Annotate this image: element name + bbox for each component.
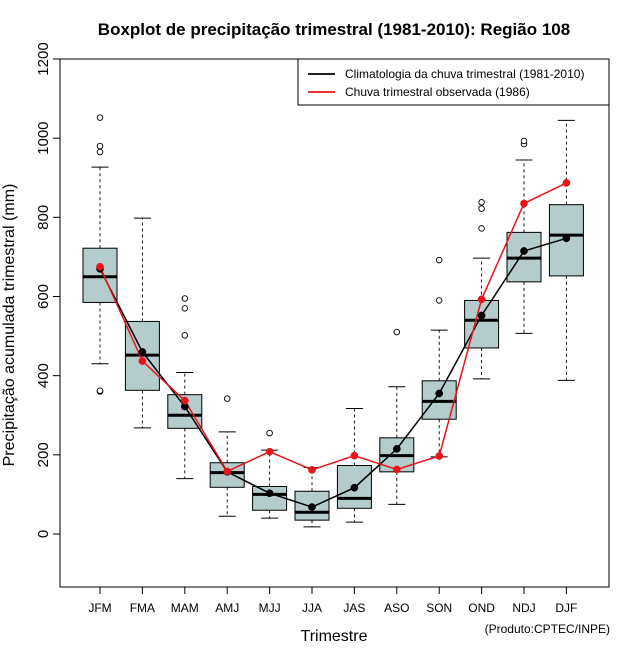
observed-point (96, 263, 103, 270)
climatology-point (563, 235, 570, 242)
x-tick-label: AMJ (215, 601, 239, 615)
climatology-point (139, 348, 146, 355)
plot-area: 0 200 400 600 800 1000 1200 JFM FMA MAM AMJ MJJ JJA J… (35, 42, 609, 615)
x-axis-label: Trimestre (301, 628, 368, 645)
climatology-point (393, 445, 400, 452)
observed-point (393, 466, 400, 473)
outlier-point (97, 115, 103, 121)
observed-point (308, 466, 315, 473)
observed-point (266, 448, 273, 455)
outlier-point (182, 332, 188, 338)
x-tick-label: MJJ (259, 601, 281, 615)
legend-label-observed: Chuva trimestral observada (1986) (345, 85, 530, 99)
y-tick-label: 800 (35, 205, 52, 230)
y-tick-label: 400 (35, 363, 52, 388)
observed-point (563, 179, 570, 186)
outlier-point (97, 143, 103, 149)
outlier-point (267, 430, 273, 436)
outlier-point (97, 388, 103, 394)
x-tick-label: MAM (171, 601, 199, 615)
x-tick-label: JJA (302, 601, 322, 615)
climatology-point (266, 490, 273, 497)
y-tick-label: 1000 (35, 121, 52, 154)
climatology-point (351, 484, 358, 491)
observed-point (351, 452, 358, 459)
y-tick-label: 600 (35, 284, 52, 309)
observed-point (139, 357, 146, 364)
x-tick-label: SON (426, 601, 452, 615)
x-tick-label: DJF (555, 601, 577, 615)
series-line-0 (100, 238, 566, 507)
climatology-point (478, 312, 485, 319)
observed-point (520, 200, 527, 207)
y-tick-label: 0 (35, 530, 52, 538)
outlier-point (224, 396, 230, 402)
y-tick-label: 200 (35, 442, 52, 467)
x-tick-label: JFM (88, 601, 111, 615)
chart-svg: Boxplot de precipitação trimestral (1981… (0, 0, 640, 660)
observed-point (478, 296, 485, 303)
outlier-point (436, 257, 442, 263)
outlier-point (521, 138, 527, 144)
y-tick-label: 1200 (35, 42, 52, 75)
outlier-point (479, 226, 485, 232)
outlier-point (394, 329, 400, 335)
x-tick-label: OND (468, 601, 495, 615)
climatology-point (436, 390, 443, 397)
legend-label-climatology: Climatologia da chuva trimestral (1981-2… (345, 67, 584, 81)
outlier-point (182, 306, 188, 312)
credit-text: (Produto:CPTEC/INPE) (485, 622, 610, 636)
chart-title: Boxplot de precipitação trimestral (1981… (98, 20, 570, 39)
outlier-point (479, 199, 485, 205)
observed-point (224, 468, 231, 475)
x-tick-label: NDJ (512, 601, 535, 615)
outlier-point (97, 149, 103, 155)
outlier-point (479, 206, 485, 212)
outlier-point (436, 298, 442, 304)
climatology-point (308, 503, 315, 510)
observed-point (436, 452, 443, 459)
y-axis-label: Precipitação acumulada trimestral (mm) (1, 184, 18, 467)
climatology-point (520, 247, 527, 254)
boxplot-chart: Boxplot de precipitação trimestral (1981… (0, 0, 640, 660)
outlier-point (182, 296, 188, 302)
x-tick-label: FMA (130, 601, 155, 615)
x-tick-label: JAS (343, 601, 365, 615)
legend: Climatologia da chuva trimestral (1981-2… (298, 59, 609, 105)
x-tick-label: ASO (384, 601, 409, 615)
observed-point (181, 397, 188, 404)
